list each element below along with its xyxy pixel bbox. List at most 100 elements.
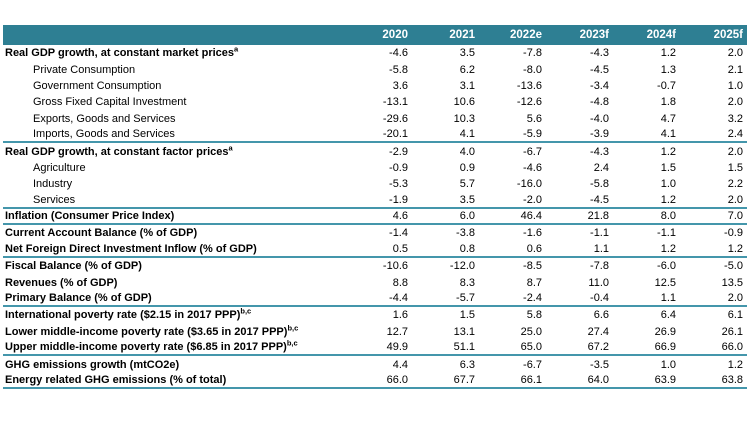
cell-value: 49.9 [386,341,408,354]
cell-value: 4.1 [459,128,475,141]
economic-indicators-table: 2020 2021 2022e 2023f 2024f 2025f Real G… [3,25,747,390]
cell-value: -4.4 [389,292,408,305]
cell-value: -6.7 [523,145,542,158]
cell-value: 1.1 [593,242,609,255]
cell-value: 3.6 [392,79,408,92]
cell-value: 25.0 [520,325,542,338]
table-row-energy-related-ghg-emissions: Energy related GHG emissions (% of total… [3,373,747,390]
cell-value: 6.4 [660,309,676,322]
row-label: Inflation (Consumer Price Index) [5,210,175,223]
cell-value: -4.3 [590,145,609,158]
table-row-gross-fixed-capital: Gross Fixed Capital Investment -13.1 10.… [3,94,747,110]
table-row-gdp-factor-prices: Real GDP growth, at constant factor pric… [3,143,747,159]
cell-value: 6.3 [459,358,475,371]
column-header-2020: 2020 [382,29,408,41]
cell-value: -0.4 [590,292,609,305]
cell-value: -3.8 [456,227,475,240]
cell-value: -13.1 [382,96,408,109]
cell-value: -0.9 [724,227,743,240]
table-row-current-account-balance: Current Account Balance (% of GDP) -1.4 … [3,225,747,241]
row-label: Lower middle-income poverty rate ($3.65 … [5,323,299,338]
cell-value: 26.1 [721,325,743,338]
row-label: Government Consumption [33,79,162,92]
table-row-fiscal-balance: Fiscal Balance (% of GDP) -10.6 -12.0 -8… [3,258,747,274]
cell-value: -5.7 [456,292,475,305]
column-header-2025f: 2025f [713,29,743,41]
cell-value: 2.4 [727,128,743,141]
cell-value: 1.8 [660,96,676,109]
cell-value: 5.6 [526,112,542,125]
footnote-marker: b,c [240,306,252,316]
row-label: Real GDP growth, at constant factor pric… [5,142,233,158]
cell-value: 66.0 [721,341,743,354]
cell-value: -1.4 [389,227,408,240]
cell-value: 0.9 [459,161,475,174]
cell-value: -6.7 [523,358,542,371]
table-row-services: Services -1.9 3.5 -2.0 -4.5 1.2 2.0 [3,193,747,209]
cell-value: 0.6 [526,242,542,255]
cell-value: -1.1 [657,227,676,240]
cell-value: -3.5 [590,358,609,371]
cell-value: -2.9 [389,145,408,158]
cell-value: 6.2 [459,63,475,76]
cell-value: 1.2 [727,358,743,371]
table-row-agriculture: Agriculture -0.9 0.9 -4.6 2.4 1.5 1.5 [3,160,747,176]
cell-value: 3.1 [459,79,475,92]
column-header-2023f: 2023f [579,29,609,41]
cell-value: 1.2 [660,193,676,206]
cell-value: 11.0 [588,276,609,289]
cell-value: -5.0 [724,260,743,273]
cell-value: 2.0 [727,292,743,305]
cell-value: -10.6 [382,260,408,273]
cell-value: 21.8 [587,210,609,223]
cell-value: 7.0 [727,210,743,223]
cell-value: -6.0 [657,260,676,273]
cell-value: 66.9 [654,341,676,354]
cell-value: 2.0 [727,96,743,109]
table-row-imports: Imports, Goods and Services -20.1 4.1 -5… [3,127,747,144]
column-header-2024f: 2024f [646,29,676,41]
table-row-industry: Industry -5.3 5.7 -16.0 -5.8 1.0 2.2 [3,176,747,192]
row-label: Services [33,193,76,206]
cell-value: 12.7 [386,325,408,338]
row-label: Current Account Balance (% of GDP) [5,227,198,240]
cell-value: 1.5 [459,309,475,322]
cell-value: -3.4 [590,79,609,92]
row-label: Real GDP growth, at constant market pric… [5,44,239,60]
cell-value: 1.5 [660,161,676,174]
cell-value: 67.2 [587,341,609,354]
cell-value: -0.7 [657,79,676,92]
cell-value: 5.8 [526,309,542,322]
cell-value: 27.4 [587,325,609,338]
cell-value: 1.0 [660,178,676,191]
cell-value: -8.0 [523,63,542,76]
cell-value: 8.0 [660,210,676,223]
cell-value: 3.2 [727,112,743,125]
row-label: Primary Balance (% of GDP) [5,292,152,305]
cell-value: -12.6 [516,96,542,109]
cell-value: 3.5 [459,193,475,206]
cell-value: -3.9 [590,128,609,141]
cell-value: 3.5 [459,47,475,60]
cell-value: 12.5 [654,276,676,289]
table-row-lower-middle-income-poverty-rate: Lower middle-income poverty rate ($3.65 … [3,324,747,340]
cell-value: 13.1 [453,325,475,338]
table-row-ghg-emissions-growth: GHG emissions growth (mtCO2e) 4.4 6.3 -6… [3,356,747,372]
table-row-international-poverty-rate: International poverty rate ($2.15 in 201… [3,307,747,323]
cell-value: -4.5 [590,193,609,206]
row-label: Energy related GHG emissions (% of total… [5,374,227,386]
footnote-marker: b,c [287,323,299,333]
table-header-row: 2020 2021 2022e 2023f 2024f 2025f [3,25,747,45]
cell-value: 26.9 [654,325,676,338]
cell-value: 6.1 [727,309,743,322]
cell-value: 8.7 [526,276,542,289]
row-label: GHG emissions growth (mtCO2e) [5,358,180,371]
cell-value: -2.0 [523,193,542,206]
cell-value: 1.5 [727,161,743,174]
table-row-inflation: Inflation (Consumer Price Index) 4.6 6.0… [3,209,747,226]
cell-value: 1.0 [660,358,676,371]
cell-value: 63.9 [654,374,676,386]
cell-value: 64.0 [587,374,609,386]
cell-value: -1.1 [590,227,609,240]
row-label: Fiscal Balance (% of GDP) [5,260,142,273]
